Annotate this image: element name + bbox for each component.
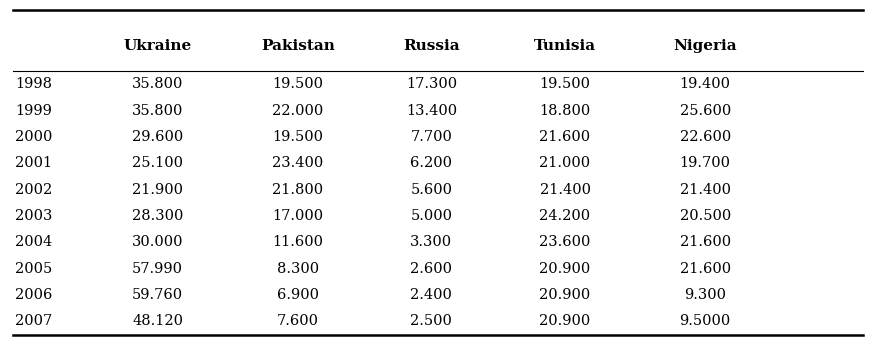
Text: 2006: 2006 [15, 288, 53, 302]
Text: 7.600: 7.600 [277, 314, 319, 329]
Text: 22.000: 22.000 [272, 103, 323, 118]
Text: 20.900: 20.900 [540, 262, 590, 276]
Text: Russia: Russia [403, 39, 460, 53]
Text: 21.800: 21.800 [272, 183, 323, 197]
Text: 19.700: 19.700 [680, 156, 731, 170]
Text: 6.200: 6.200 [411, 156, 452, 170]
Text: 21.900: 21.900 [132, 183, 183, 197]
Text: 13.400: 13.400 [406, 103, 457, 118]
Text: 57.990: 57.990 [132, 262, 183, 276]
Text: 21.600: 21.600 [680, 262, 731, 276]
Text: 19.400: 19.400 [680, 77, 731, 91]
Text: 20.900: 20.900 [540, 314, 590, 329]
Text: 1998: 1998 [15, 77, 52, 91]
Text: Nigeria: Nigeria [674, 39, 737, 53]
Text: 2.600: 2.600 [411, 262, 452, 276]
Text: 5.000: 5.000 [411, 209, 452, 223]
Text: 28.300: 28.300 [132, 209, 183, 223]
Text: 8.300: 8.300 [277, 262, 319, 276]
Text: 2000: 2000 [15, 130, 53, 144]
Text: Tunisia: Tunisia [534, 39, 596, 53]
Text: 17.300: 17.300 [406, 77, 457, 91]
Text: Pakistan: Pakistan [261, 39, 335, 53]
Text: 5.600: 5.600 [411, 183, 452, 197]
Text: 35.800: 35.800 [132, 103, 183, 118]
Text: 19.500: 19.500 [540, 77, 590, 91]
Text: 7.700: 7.700 [411, 130, 452, 144]
Text: 6.900: 6.900 [277, 288, 319, 302]
Text: 29.600: 29.600 [132, 130, 183, 144]
Text: 3.300: 3.300 [410, 235, 453, 249]
Text: 21.600: 21.600 [540, 130, 590, 144]
Text: 30.000: 30.000 [132, 235, 183, 249]
Text: 17.000: 17.000 [272, 209, 323, 223]
Text: 20.500: 20.500 [680, 209, 731, 223]
Text: 2005: 2005 [15, 262, 53, 276]
Text: 2004: 2004 [15, 235, 53, 249]
Text: 23.400: 23.400 [272, 156, 323, 170]
Text: 22.600: 22.600 [680, 130, 731, 144]
Text: 1999: 1999 [15, 103, 52, 118]
Text: 19.500: 19.500 [272, 130, 323, 144]
Text: 2007: 2007 [15, 314, 53, 329]
Text: 2.500: 2.500 [411, 314, 452, 329]
Text: 24.200: 24.200 [540, 209, 590, 223]
Text: 21.400: 21.400 [680, 183, 731, 197]
Text: 2.400: 2.400 [411, 288, 452, 302]
Text: 48.120: 48.120 [132, 314, 183, 329]
Text: 21.600: 21.600 [680, 235, 731, 249]
Text: 2002: 2002 [15, 183, 53, 197]
Text: 35.800: 35.800 [132, 77, 183, 91]
Text: 23.600: 23.600 [540, 235, 590, 249]
Text: 20.900: 20.900 [540, 288, 590, 302]
Text: 25.600: 25.600 [680, 103, 731, 118]
Text: 21.400: 21.400 [540, 183, 590, 197]
Text: 2001: 2001 [15, 156, 52, 170]
Text: 9.300: 9.300 [684, 288, 726, 302]
Text: 9.5000: 9.5000 [680, 314, 731, 329]
Text: 19.500: 19.500 [272, 77, 323, 91]
Text: 25.100: 25.100 [132, 156, 183, 170]
Text: 21.000: 21.000 [540, 156, 590, 170]
Text: 2003: 2003 [15, 209, 53, 223]
Text: 18.800: 18.800 [540, 103, 590, 118]
Text: Ukraine: Ukraine [124, 39, 192, 53]
Text: 59.760: 59.760 [132, 288, 183, 302]
Text: 11.600: 11.600 [272, 235, 323, 249]
